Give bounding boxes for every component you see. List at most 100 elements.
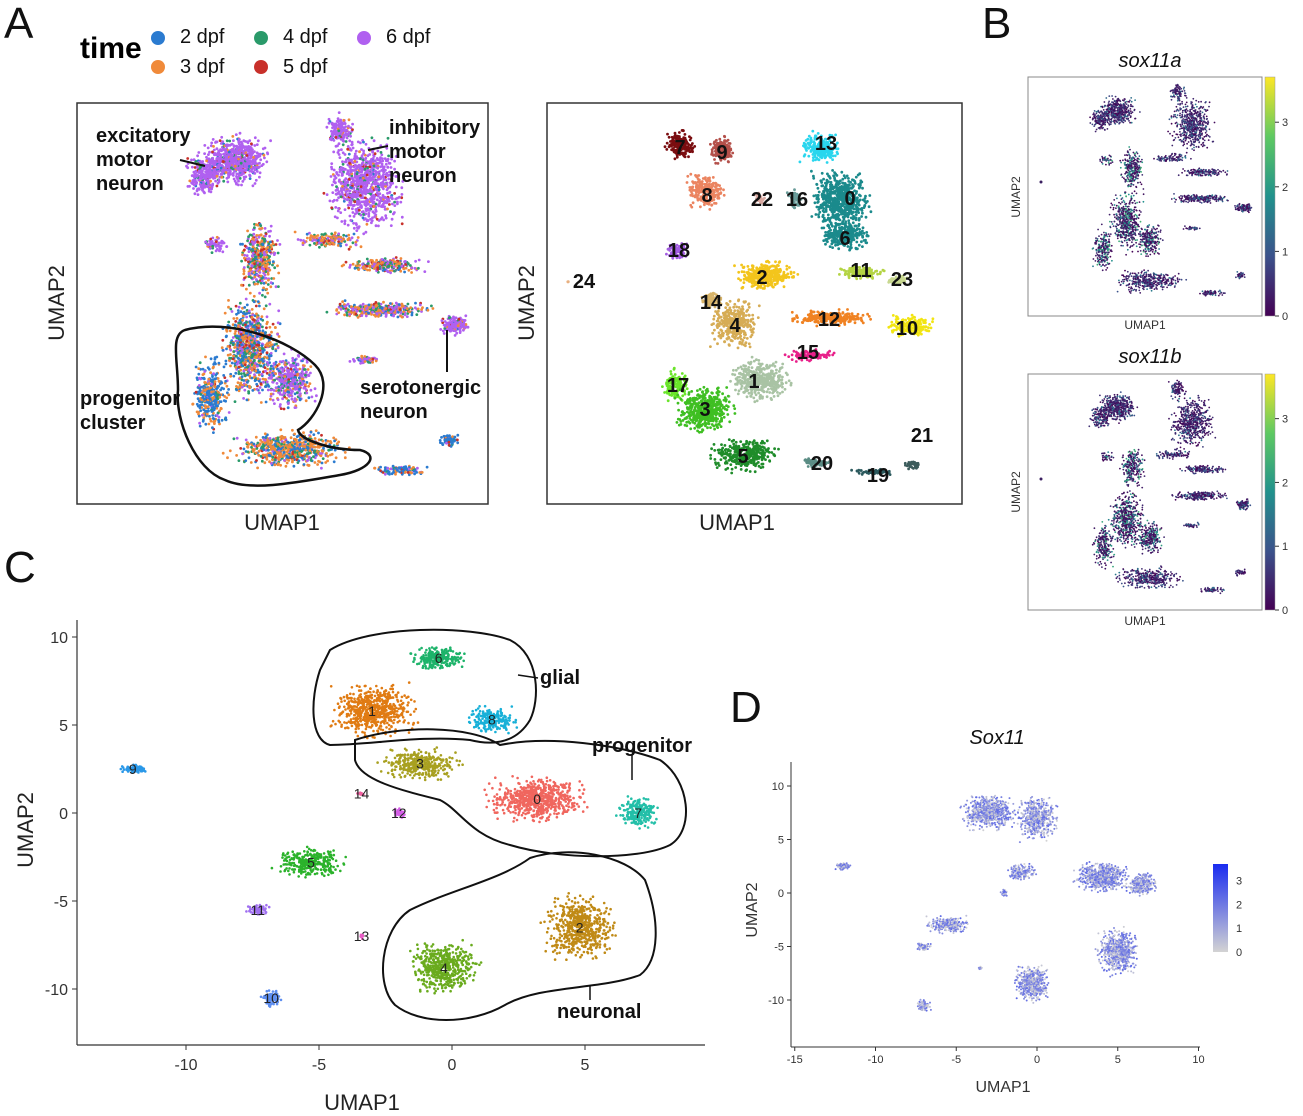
point	[372, 157, 375, 160]
point	[221, 419, 224, 422]
point	[330, 162, 333, 165]
point	[234, 320, 237, 323]
point	[264, 253, 267, 256]
point	[338, 111, 341, 114]
point	[240, 333, 243, 336]
point	[248, 345, 251, 348]
point	[252, 233, 255, 236]
point	[275, 243, 278, 246]
point	[363, 200, 366, 203]
point	[365, 191, 368, 194]
point	[375, 171, 378, 174]
point	[400, 196, 403, 199]
point	[344, 220, 347, 223]
point	[250, 276, 253, 279]
point	[256, 315, 259, 318]
point	[248, 250, 251, 253]
point	[247, 261, 250, 264]
point	[211, 426, 214, 429]
point	[220, 167, 223, 170]
point	[235, 145, 238, 148]
point	[263, 282, 266, 285]
point	[270, 393, 273, 396]
point	[242, 315, 245, 318]
point	[208, 423, 211, 426]
legend-swatch-4dpf	[254, 31, 268, 45]
point	[337, 207, 340, 210]
point	[203, 173, 206, 176]
point	[267, 449, 270, 452]
point	[260, 318, 263, 321]
point	[373, 139, 376, 142]
point	[339, 211, 342, 214]
point	[296, 373, 299, 376]
point	[236, 363, 239, 366]
point	[327, 440, 330, 443]
point	[223, 366, 226, 369]
point	[233, 170, 236, 173]
point	[186, 166, 189, 169]
point	[409, 306, 412, 309]
point	[246, 441, 249, 444]
point	[332, 200, 335, 203]
point	[204, 356, 207, 359]
point	[208, 174, 211, 177]
point	[263, 157, 266, 160]
point	[259, 158, 262, 161]
point	[263, 356, 266, 359]
point	[197, 373, 200, 376]
point	[367, 312, 370, 315]
point	[219, 389, 222, 392]
point	[265, 160, 268, 163]
point	[236, 342, 239, 345]
point	[286, 462, 289, 465]
point	[310, 431, 313, 434]
point	[262, 381, 265, 384]
point	[222, 387, 225, 390]
point	[343, 222, 346, 225]
point	[253, 226, 256, 229]
point	[242, 379, 245, 382]
point	[352, 211, 355, 214]
point	[203, 370, 206, 373]
point	[250, 142, 253, 145]
point	[227, 144, 230, 147]
point	[291, 429, 294, 432]
point	[343, 198, 346, 201]
point	[256, 143, 259, 146]
point	[368, 153, 371, 156]
point	[234, 165, 237, 168]
point	[214, 180, 217, 183]
point	[260, 255, 263, 258]
point	[335, 145, 338, 148]
point	[240, 372, 243, 375]
point	[216, 414, 219, 417]
point	[314, 461, 317, 464]
point	[262, 378, 265, 381]
point	[266, 315, 269, 318]
point	[251, 377, 254, 380]
point	[298, 377, 301, 380]
point	[244, 337, 247, 340]
point	[249, 371, 252, 374]
point	[344, 181, 347, 184]
point	[258, 155, 261, 158]
point	[331, 126, 334, 129]
point	[306, 452, 309, 455]
point	[240, 162, 243, 165]
point	[360, 214, 363, 217]
point	[246, 325, 249, 328]
point	[231, 135, 234, 138]
point	[211, 151, 214, 154]
legend-swatch-5dpf	[254, 60, 268, 74]
point	[242, 324, 245, 327]
point	[393, 204, 396, 207]
point	[209, 170, 212, 173]
point	[236, 148, 239, 151]
point	[241, 142, 244, 145]
point	[385, 217, 388, 220]
point	[238, 173, 241, 176]
point	[348, 131, 351, 134]
point	[348, 153, 351, 156]
point	[206, 169, 209, 172]
